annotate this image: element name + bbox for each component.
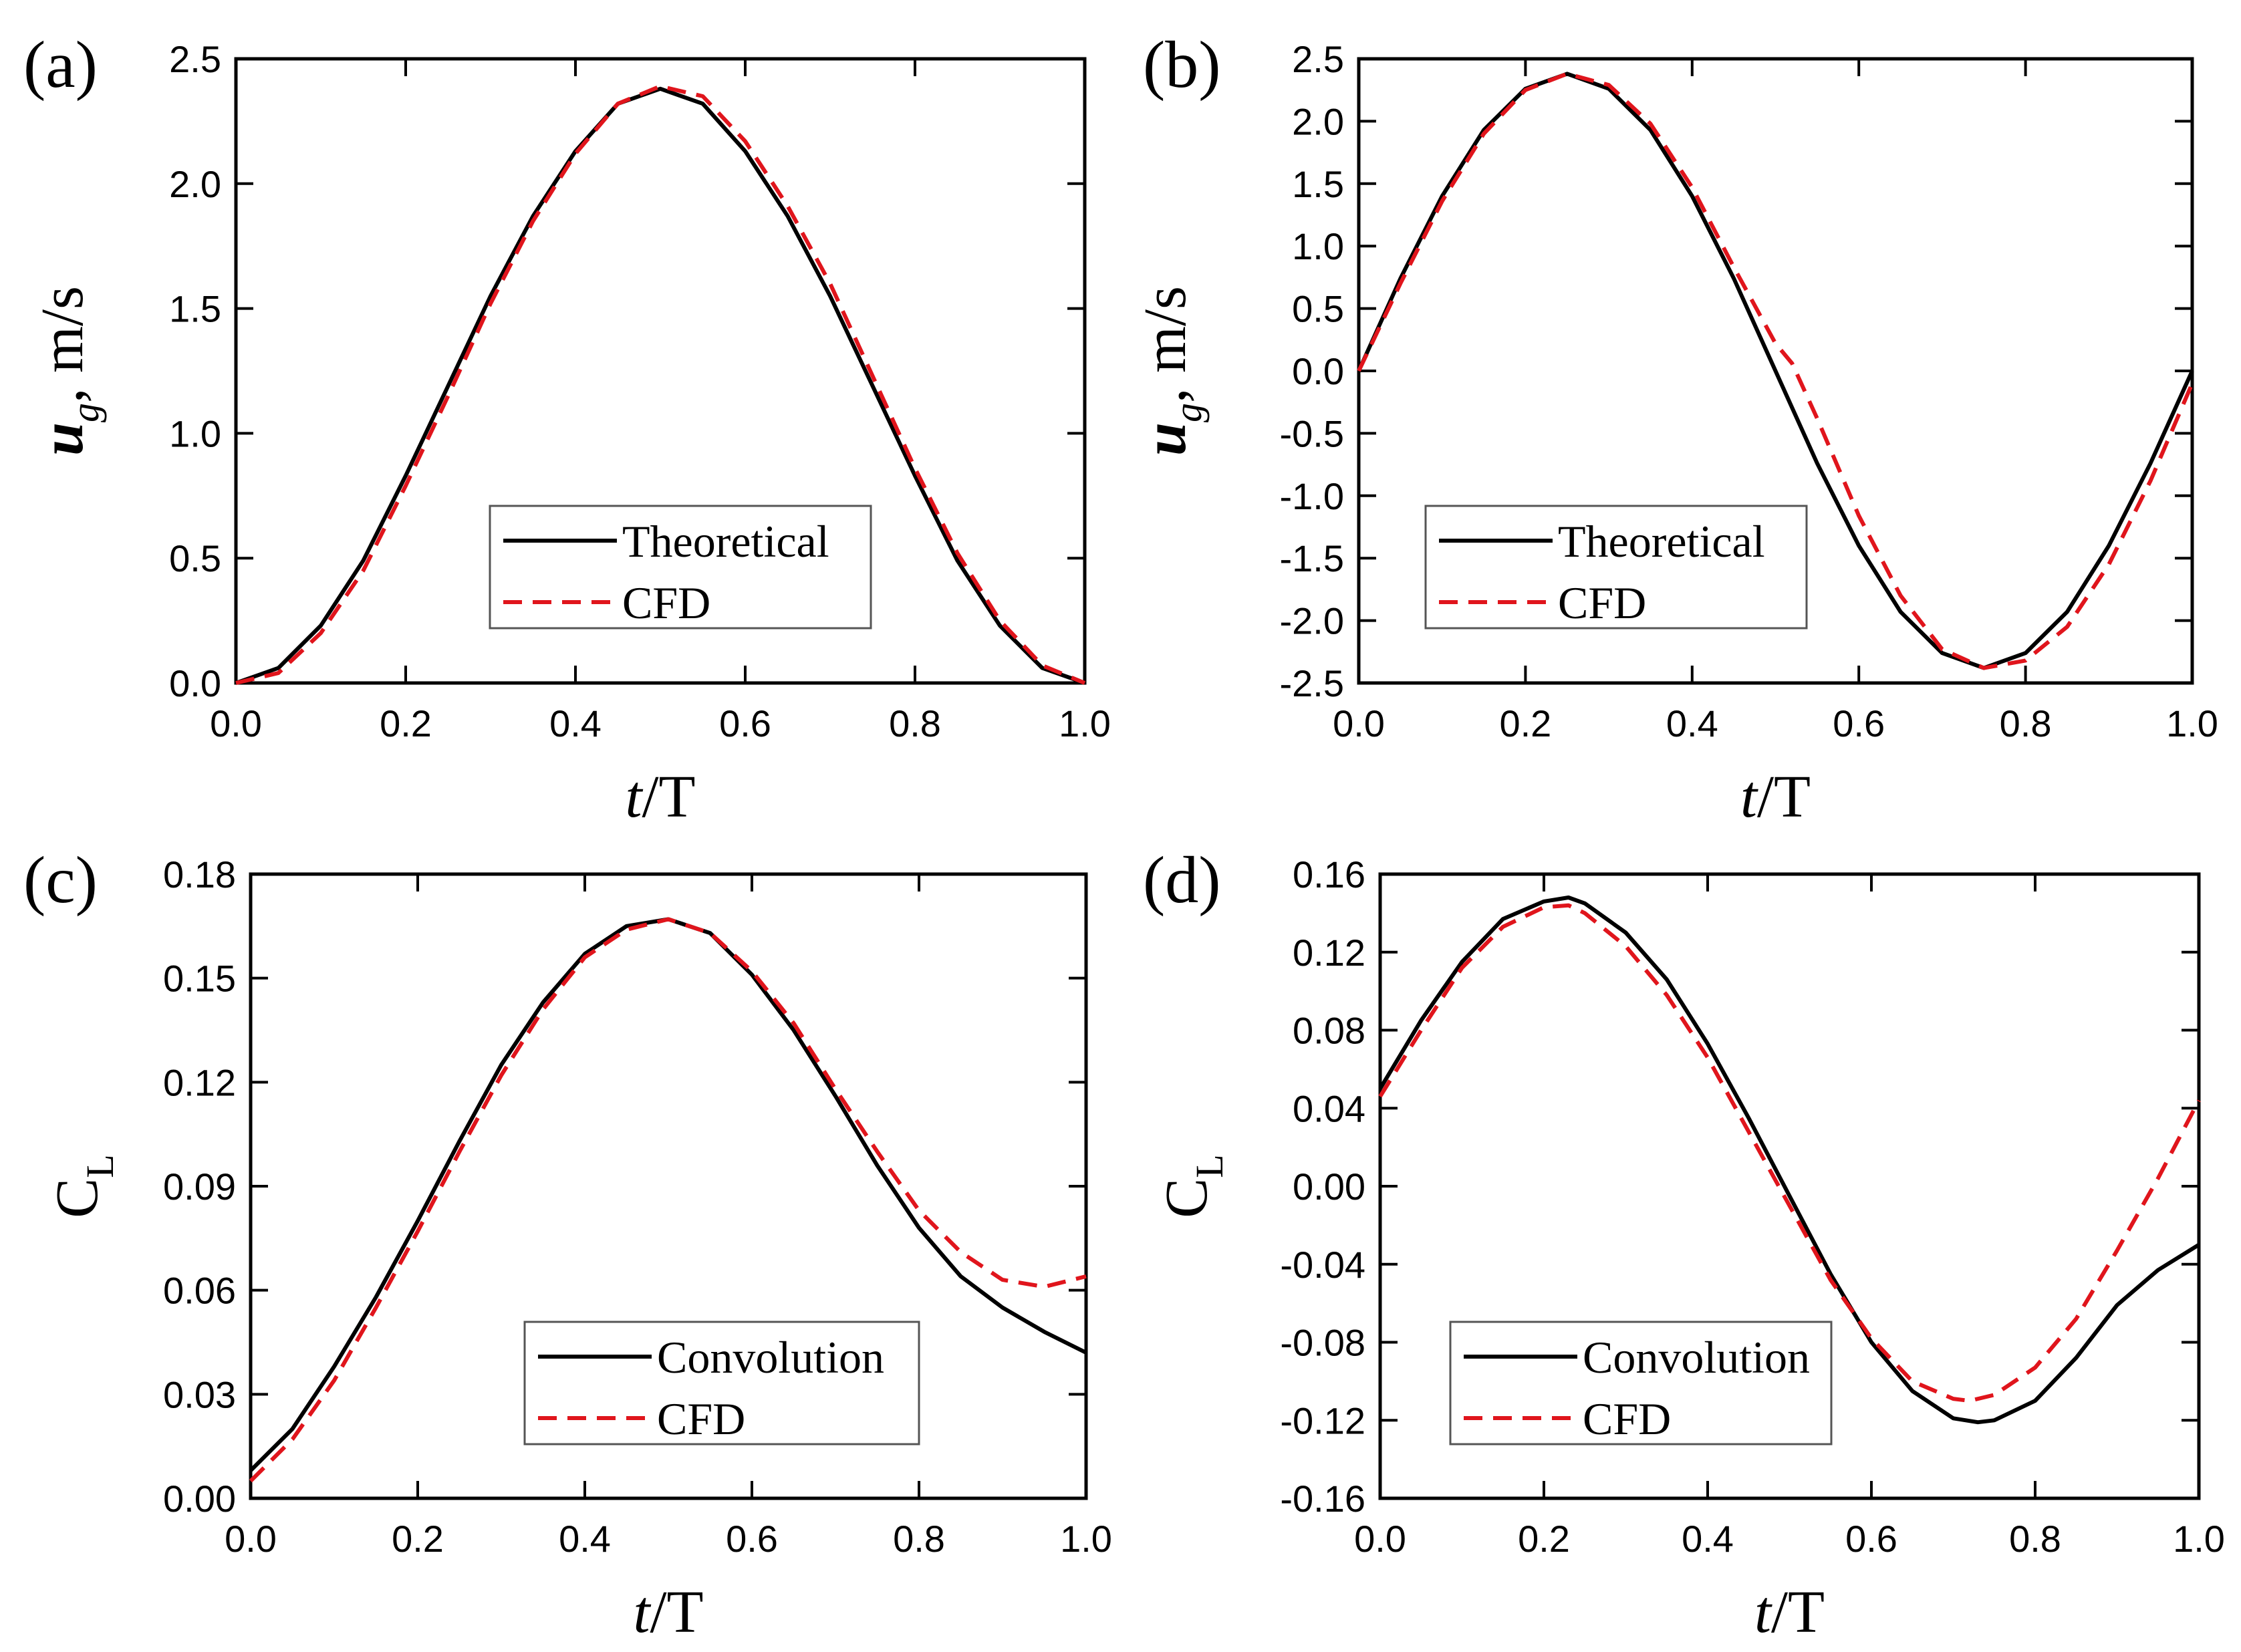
y-tick-label: 0.12 xyxy=(163,1061,236,1103)
legend-box xyxy=(1424,505,1808,630)
y-tick-label: 1.0 xyxy=(169,412,221,454)
panel-label: (a) xyxy=(23,27,98,102)
x-tick-label: 0.0 xyxy=(210,702,262,744)
y-tick-label: 1.0 xyxy=(1292,225,1344,267)
x-tick-label: 0.0 xyxy=(225,1518,277,1560)
legend-label: Convolution xyxy=(657,1332,884,1383)
plot-frame xyxy=(234,57,1087,685)
y-tick-label: 0.16 xyxy=(1293,853,1365,896)
y-tick-label: -0.04 xyxy=(1280,1244,1365,1286)
y-tick-label: 0.00 xyxy=(163,1478,236,1520)
x-axis-title: t/T xyxy=(1754,1579,1825,1645)
y-tick-label: -0.08 xyxy=(1280,1322,1365,1364)
chart-panel: (c) 0.0 0.2 0.4 0.6 0.8 1.0 0.00 0.03 0.06 0.09 0.1… xyxy=(23,843,1112,1645)
legend-label: Convolution xyxy=(1583,1332,1810,1383)
x-tick-label: 0.2 xyxy=(380,702,432,744)
y-tick-label: 0.5 xyxy=(1292,288,1344,330)
series-line-cfd xyxy=(249,917,1087,1483)
x-tick-label: 0.4 xyxy=(1666,702,1718,744)
x-tick-label: 0.8 xyxy=(889,702,941,744)
y-tick-label: 2.5 xyxy=(1292,38,1344,80)
y-tick-label: 0.12 xyxy=(1293,932,1365,974)
x-tick-label: 0.8 xyxy=(2009,1518,2061,1560)
x-tick-label: 0.8 xyxy=(2000,702,2052,744)
x-tick-label: 0.6 xyxy=(1845,1518,1897,1560)
x-tick-label: 0.6 xyxy=(1833,702,1885,744)
series-line-cfd xyxy=(1378,903,2201,1403)
legend: Theoretical CFD xyxy=(1424,505,1808,630)
panel-label: (c) xyxy=(23,843,98,917)
legend: Convolution CFD xyxy=(523,1321,920,1446)
y-tick-label: 0.08 xyxy=(1293,1010,1365,1052)
legend-label: CFD xyxy=(657,1393,745,1444)
x-tick-label: 0.2 xyxy=(1518,1518,1570,1560)
x-tick-label: 0.0 xyxy=(1354,1518,1406,1560)
series-line-theoretical xyxy=(235,86,1085,685)
y-tick-label: 0.06 xyxy=(163,1270,236,1312)
chart-panel: (a) 0.0 0.2 0.4 0.6 0.8 1.0 0.0 0.5 1.0 1.5 2.0 2.5 t… xyxy=(23,27,1111,830)
legend-label: Theoretical xyxy=(1558,516,1765,567)
x-tick-label: 1.0 xyxy=(1060,1518,1112,1560)
y-tick-label: 0.00 xyxy=(1293,1165,1365,1208)
y-axis-title: CL xyxy=(44,1154,122,1218)
x-tick-label: 0.4 xyxy=(559,1518,611,1560)
y-axis-title: ug, m/s xyxy=(1132,286,1210,456)
x-tick-label: 0.2 xyxy=(1499,702,1551,744)
y-tick-label: 0.15 xyxy=(163,958,236,1000)
x-tick-label: 1.0 xyxy=(2166,702,2218,744)
legend: Convolution CFD xyxy=(1449,1321,1833,1446)
panel-label: (d) xyxy=(1143,843,1221,917)
chart-panel: (d) 0.0 0.2 0.4 0.6 0.8 1.0 -0.16 -0.12 -0.08 -0.0… xyxy=(1143,843,2225,1645)
series-line-cfd xyxy=(235,84,1086,685)
x-tick-label: 0.4 xyxy=(549,702,602,744)
legend-label: Theoretical xyxy=(622,516,829,567)
y-tick-label: 0.0 xyxy=(169,662,221,704)
x-axis-title: t/T xyxy=(1740,764,1811,830)
y-tick-label: 0.03 xyxy=(163,1373,236,1415)
y-tick-label: 0.09 xyxy=(163,1165,236,1208)
y-tick-label: -2.5 xyxy=(1280,662,1345,704)
y-axis-title: ug, m/s xyxy=(29,286,107,456)
legend-label: CFD xyxy=(622,577,710,628)
x-tick-label: 0.6 xyxy=(726,1518,778,1560)
x-tick-label: 0.0 xyxy=(1333,702,1385,744)
y-tick-label: 1.5 xyxy=(1292,163,1344,205)
series-line-convolution xyxy=(1378,896,2200,1425)
x-tick-label: 0.2 xyxy=(392,1518,444,1560)
y-tick-label: 0.5 xyxy=(169,537,221,579)
x-tick-label: 1.0 xyxy=(1059,702,1111,744)
x-tick-label: 1.0 xyxy=(2173,1518,2225,1560)
y-tick-label: -2.0 xyxy=(1280,600,1345,642)
chart-panel: (b) 0.0 0.2 0.4 0.6 0.8 1.0 -2.5 -2.0 -1.5 -1.0 -0.… xyxy=(1132,27,2218,830)
x-tick-label: 0.6 xyxy=(719,702,771,744)
panel-label: (b) xyxy=(1143,27,1221,102)
legend-box xyxy=(489,505,872,630)
legend: Theoretical CFD xyxy=(489,505,872,630)
x-tick-label: 0.8 xyxy=(893,1518,945,1560)
y-tick-label: -1.5 xyxy=(1280,537,1345,579)
x-axis-title: t/T xyxy=(634,1579,704,1645)
legend-box xyxy=(1449,1321,1833,1446)
y-tick-label: 0.04 xyxy=(1293,1087,1365,1129)
y-tick-label: -0.16 xyxy=(1280,1478,1365,1520)
y-tick-label: -0.5 xyxy=(1280,412,1345,454)
legend-label: CFD xyxy=(1583,1393,1671,1444)
y-tick-label: 0.0 xyxy=(1292,350,1344,392)
y-tick-label: 2.0 xyxy=(169,163,221,205)
series-line-theoretical xyxy=(1357,72,2194,670)
legend-label: CFD xyxy=(1558,577,1646,628)
y-tick-label: 1.5 xyxy=(169,288,221,330)
series-line-cfd xyxy=(1357,72,2194,670)
y-tick-label: -0.12 xyxy=(1280,1399,1365,1441)
legend-box xyxy=(523,1321,920,1446)
x-tick-label: 0.4 xyxy=(1682,1518,1734,1560)
x-axis-title: t/T xyxy=(626,764,696,830)
y-tick-label: 2.5 xyxy=(169,38,221,80)
y-tick-label: 0.18 xyxy=(163,853,236,896)
y-axis-title: CL xyxy=(1154,1154,1231,1218)
y-tick-label: -1.0 xyxy=(1280,475,1345,517)
y-tick-label: 2.0 xyxy=(1292,100,1344,142)
